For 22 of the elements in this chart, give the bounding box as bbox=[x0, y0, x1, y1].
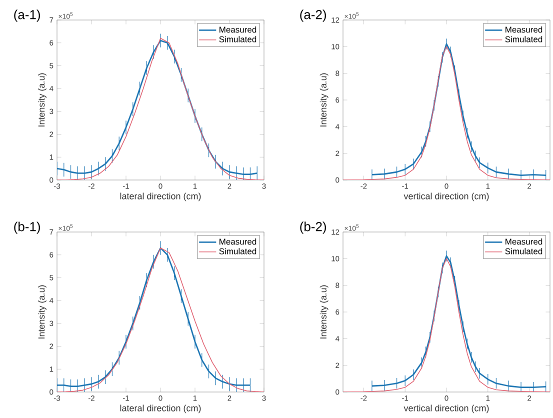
legend-label: Simulated bbox=[505, 36, 542, 42]
y-axis-title: Intensity (a.u) bbox=[320, 73, 328, 126]
legend-label: Simulated bbox=[219, 36, 256, 42]
y-axis-title: Intensity (a.u) bbox=[38, 285, 46, 338]
x-axis-title: lateral direction (cm) bbox=[120, 192, 201, 202]
legend-label: Measured bbox=[220, 238, 256, 245]
x-axis-title: lateral direction (cm) bbox=[120, 404, 201, 414]
line-series bbox=[343, 46, 550, 180]
chart-title: (a-1) bbox=[14, 10, 40, 22]
legend-label: Simulated bbox=[219, 248, 256, 254]
chart-title: (b-1) bbox=[14, 222, 40, 234]
legend-label: Measured bbox=[506, 26, 542, 33]
x-axis-title: vertical direction (cm) bbox=[404, 192, 489, 202]
legend-label: Measured bbox=[506, 238, 542, 245]
chart-title: (b-2) bbox=[300, 222, 326, 234]
legend-label: Measured bbox=[220, 26, 256, 33]
chart-title: (a-2) bbox=[300, 10, 326, 22]
y-axis-title: Intensity (a.u) bbox=[320, 285, 328, 338]
y-axis-title: Intensity (a.u) bbox=[38, 73, 46, 126]
x-axis-title: vertical direction (cm) bbox=[404, 404, 489, 414]
legend-label: Simulated bbox=[505, 248, 542, 254]
line-series bbox=[343, 258, 550, 392]
